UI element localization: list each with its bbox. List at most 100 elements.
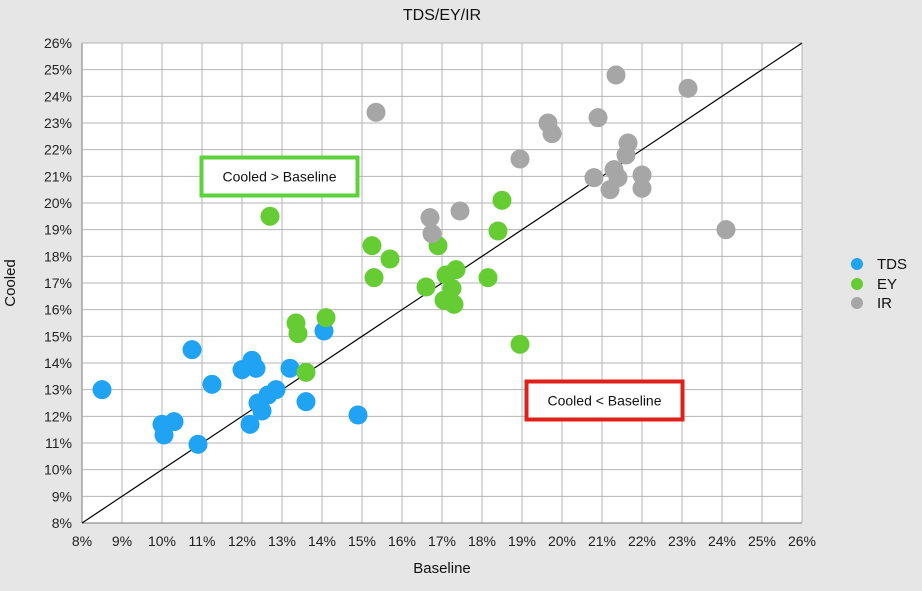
data-point-tds (164, 412, 184, 432)
x-tick-labels: 8% 9% 10% 11% 12% 13% 14% 15% 16% 17% 18% 19% 20% 21%… (72, 533, 816, 549)
x-tick-label: 26% (788, 533, 816, 549)
data-point-ey (288, 324, 308, 344)
x-tick-label: 11% (189, 533, 216, 549)
y-tick-label: 16% (44, 302, 72, 318)
data-point-ey (316, 308, 336, 328)
annotation-box-red (524, 379, 685, 422)
data-point-ey (416, 277, 436, 297)
data-point-ir (678, 78, 698, 98)
data-point-ir (366, 102, 386, 122)
data-point-ey (442, 278, 462, 298)
data-point-ey (478, 268, 498, 288)
y-tick-label: 10% (44, 462, 72, 478)
x-tick-label: 24% (708, 533, 736, 549)
y-tick-label: 25% (44, 62, 72, 78)
data-point-ey (488, 221, 508, 241)
y-tick-label: 20% (44, 195, 72, 211)
y-tick-label: 24% (44, 88, 72, 104)
legend-marker-ey (851, 278, 863, 290)
data-point-ir (632, 178, 652, 198)
legend-label-ey: EY (877, 276, 897, 293)
legend-label-ir: IR (877, 295, 892, 312)
x-tick-label: 20% (548, 533, 576, 549)
y-tick-label: 23% (44, 115, 72, 131)
y-tick-labels: 8% 9% 10% 11% 12% 13% 14% 15% 16% 17% 18% 19% 20% 21%… (44, 35, 72, 531)
y-tick-label: 8% (52, 515, 72, 531)
data-point-tds (154, 425, 174, 445)
y-axis-title: Cooled (2, 259, 19, 307)
y-tick-label: 14% (44, 355, 72, 371)
data-point-ey (362, 236, 382, 256)
data-point-tds (296, 392, 316, 412)
data-point-ir (542, 124, 562, 144)
y-tick-label: 19% (44, 222, 72, 238)
data-point-tds (240, 414, 260, 434)
annotation-cooled-less: Cooled < Baseline (524, 379, 685, 422)
data-point-tds (92, 380, 112, 400)
legend-label-tds: TDS (877, 256, 907, 273)
y-tick-label: 17% (44, 275, 72, 291)
data-point-ey (492, 190, 512, 210)
data-point-tds (252, 401, 272, 421)
y-tick-label: 9% (52, 488, 72, 504)
data-point-ir (420, 208, 440, 228)
data-point-ir (510, 149, 530, 169)
data-point-ir (716, 220, 736, 240)
y-tick-label: 18% (44, 248, 72, 264)
data-point-ey (510, 334, 530, 354)
x-tick-label: 14% (308, 533, 336, 549)
x-tick-label: 23% (668, 533, 696, 549)
data-point-ey (260, 206, 280, 226)
data-point-ir (450, 201, 470, 221)
annotation-box-green (199, 155, 360, 198)
data-point-ir (618, 133, 638, 153)
data-point-ey (446, 260, 466, 280)
annotation-label-cooled-greater: Cooled > Baseline (222, 169, 336, 185)
y-tick-label: 13% (44, 382, 72, 398)
data-point-ir (608, 168, 628, 188)
data-point-tds (280, 358, 300, 378)
data-points (92, 65, 736, 454)
x-tick-label: 17% (428, 533, 456, 549)
data-point-tds (246, 358, 266, 378)
x-tick-label: 15% (348, 533, 376, 549)
data-point-ey (380, 249, 400, 269)
y-tick-label: 15% (44, 328, 72, 344)
legend-marker-tds (851, 258, 863, 270)
annotation-label-cooled-less: Cooled < Baseline (547, 393, 661, 409)
legend-marker-ir (851, 297, 863, 309)
data-point-tds (266, 380, 286, 400)
data-point-ir (606, 65, 626, 85)
data-point-ey (444, 294, 464, 314)
y-tick-label: 12% (44, 408, 72, 424)
x-tick-label: 10% (148, 533, 176, 549)
data-point-tds (182, 340, 202, 360)
data-point-ey (364, 268, 384, 288)
x-axis-title: Baseline (413, 560, 471, 577)
data-point-ir (584, 168, 604, 188)
data-point-ir (632, 165, 652, 185)
data-point-tds (348, 405, 368, 425)
x-tick-label: 16% (388, 533, 416, 549)
chart-title: TDS/EY/IR (403, 7, 481, 24)
data-point-ir (422, 224, 442, 244)
data-point-ir (588, 108, 608, 128)
data-point-tds (202, 374, 222, 394)
y-tick-label: 11% (45, 435, 72, 451)
y-tick-label: 26% (44, 35, 72, 51)
x-tick-label: 21% (588, 533, 616, 549)
legend: TDS EY IR (851, 256, 907, 312)
x-tick-label: 8% (72, 533, 92, 549)
annotation-cooled-greater: Cooled > Baseline (199, 155, 360, 198)
data-point-ey (296, 362, 316, 382)
x-tick-label: 19% (508, 533, 536, 549)
y-tick-label: 21% (44, 168, 72, 184)
y-tick-label: 22% (44, 142, 72, 158)
x-tick-label: 12% (228, 533, 256, 549)
data-point-tds (188, 434, 208, 454)
x-tick-label: 13% (268, 533, 296, 549)
x-tick-label: 18% (468, 533, 496, 549)
x-tick-label: 25% (748, 533, 776, 549)
x-tick-label: 22% (628, 533, 656, 549)
